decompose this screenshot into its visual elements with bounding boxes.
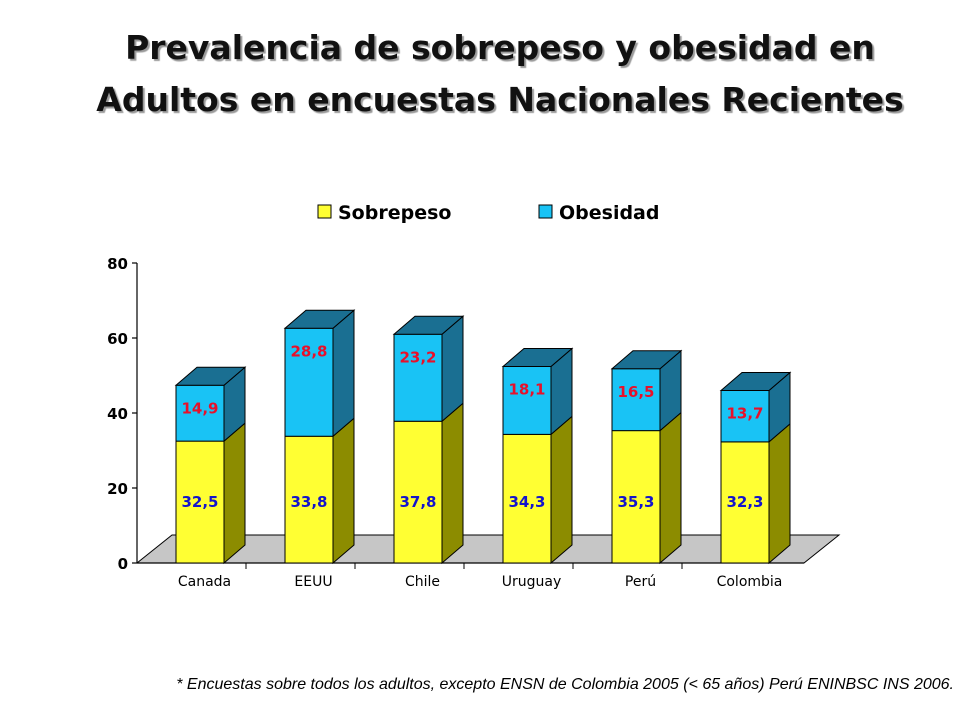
bar-segment-obesidad: [284, 327, 334, 437]
bar-segment-sobrepeso: [720, 441, 770, 564]
bar-top-obesidad: [501, 348, 574, 367]
bar-segment-sobrepeso: [611, 430, 661, 564]
bar-segment-obesidad: [502, 366, 552, 435]
chart-title-line-2: Adultos en encuestas Nacionales Reciente…: [96, 80, 904, 119]
value-label-obesidad: 16,5: [617, 383, 654, 401]
value-label-sobrepeso: 32,3: [726, 493, 763, 511]
x-tick-label: EEUU: [294, 574, 332, 590]
stacked-bar-chart: 0 20 40 60 80 32,5 14,9 33,8 28,8 37,8 23,2 34,3 18…: [107, 202, 841, 590]
bars: [174, 309, 792, 565]
footnote: * Encuestas sobre todos los adultos, exc…: [0, 676, 960, 694]
y-tick-label: 80: [107, 255, 128, 273]
bar-top-obesidad: [610, 350, 683, 370]
bar-segment-sobrepeso: [502, 433, 552, 564]
value-label-sobrepeso: 35,3: [617, 493, 654, 511]
bar-top-obesidad: [174, 366, 247, 386]
bar-top-obesidad: [283, 309, 356, 329]
bar-stack: [283, 309, 356, 565]
y-tick-label: 40: [107, 405, 128, 423]
value-label-sobrepeso: 37,8: [399, 493, 436, 511]
value-label-obesidad: 18,1: [508, 381, 545, 399]
footnote-text: * Encuestas sobre todos los adultos, exc…: [176, 676, 954, 693]
bar-stack: [610, 349, 683, 565]
value-labels: 32,5 14,9 33,8 28,8 37,8 23,2 34,3 18,1 35,3 16,5…: [181, 342, 763, 511]
bar-side-sobrepeso: [659, 411, 682, 565]
bar-side-sobrepeso: [550, 415, 573, 565]
x-tick-label: Colombia: [717, 574, 783, 590]
value-label-sobrepeso: 32,5: [181, 493, 218, 511]
bar-stack: [174, 366, 247, 565]
bar-side-sobrepeso: [223, 422, 246, 565]
y-tick-label: 0: [118, 555, 128, 573]
bar-segment-sobrepeso: [393, 420, 443, 564]
y-tick-label: 60: [107, 330, 128, 348]
legend-swatch-obesidad: [538, 204, 553, 219]
bar-segment-obesidad: [720, 390, 770, 443]
bar-segment-sobrepeso: [175, 440, 225, 564]
x-axis-labels: Canada EEUU Chile Uruguay Perú Colombia: [178, 563, 783, 590]
y-axis: 0 20 40 60 80: [107, 255, 804, 573]
x-tick-label: Canada: [178, 574, 231, 590]
bar-side-sobrepeso: [332, 417, 355, 565]
legend-label-obesidad: Obesidad: [559, 202, 659, 224]
bar-side-obesidad: [332, 309, 355, 438]
bar-segment-sobrepeso: [284, 435, 334, 564]
bar-stack: [392, 315, 465, 565]
bar-stack: [501, 347, 574, 565]
bar-side-sobrepeso: [768, 422, 791, 565]
bar-top-obesidad: [719, 372, 792, 391]
value-label-obesidad: 28,8: [290, 342, 327, 360]
value-label-obesidad: 23,2: [399, 348, 436, 366]
x-tick-label: Perú: [625, 574, 656, 590]
y-tick-label: 20: [107, 480, 128, 498]
value-label-sobrepeso: 34,3: [508, 493, 545, 511]
legend-label-sobrepeso: Sobrepeso: [338, 202, 451, 224]
legend: Sobrepeso Obesidad: [317, 202, 659, 224]
value-label-obesidad: 13,7: [726, 405, 763, 423]
chart-title-line-1: Prevalencia de sobrepeso y obesidad en: [125, 28, 875, 67]
bar-stack: [719, 371, 792, 565]
value-label-obesidad: 14,9: [181, 399, 218, 417]
bar-side-sobrepeso: [441, 402, 464, 565]
chart-title: Prevalencia de sobrepeso y obesidad en A…: [20, 22, 960, 126]
value-label-sobrepeso: 33,8: [290, 493, 327, 511]
x-tick-label: Chile: [405, 574, 440, 590]
legend-swatch-sobrepeso: [317, 204, 332, 219]
x-tick-label: Uruguay: [502, 574, 562, 590]
bar-segment-obesidad: [611, 368, 661, 432]
bar-top-obesidad: [392, 315, 465, 335]
